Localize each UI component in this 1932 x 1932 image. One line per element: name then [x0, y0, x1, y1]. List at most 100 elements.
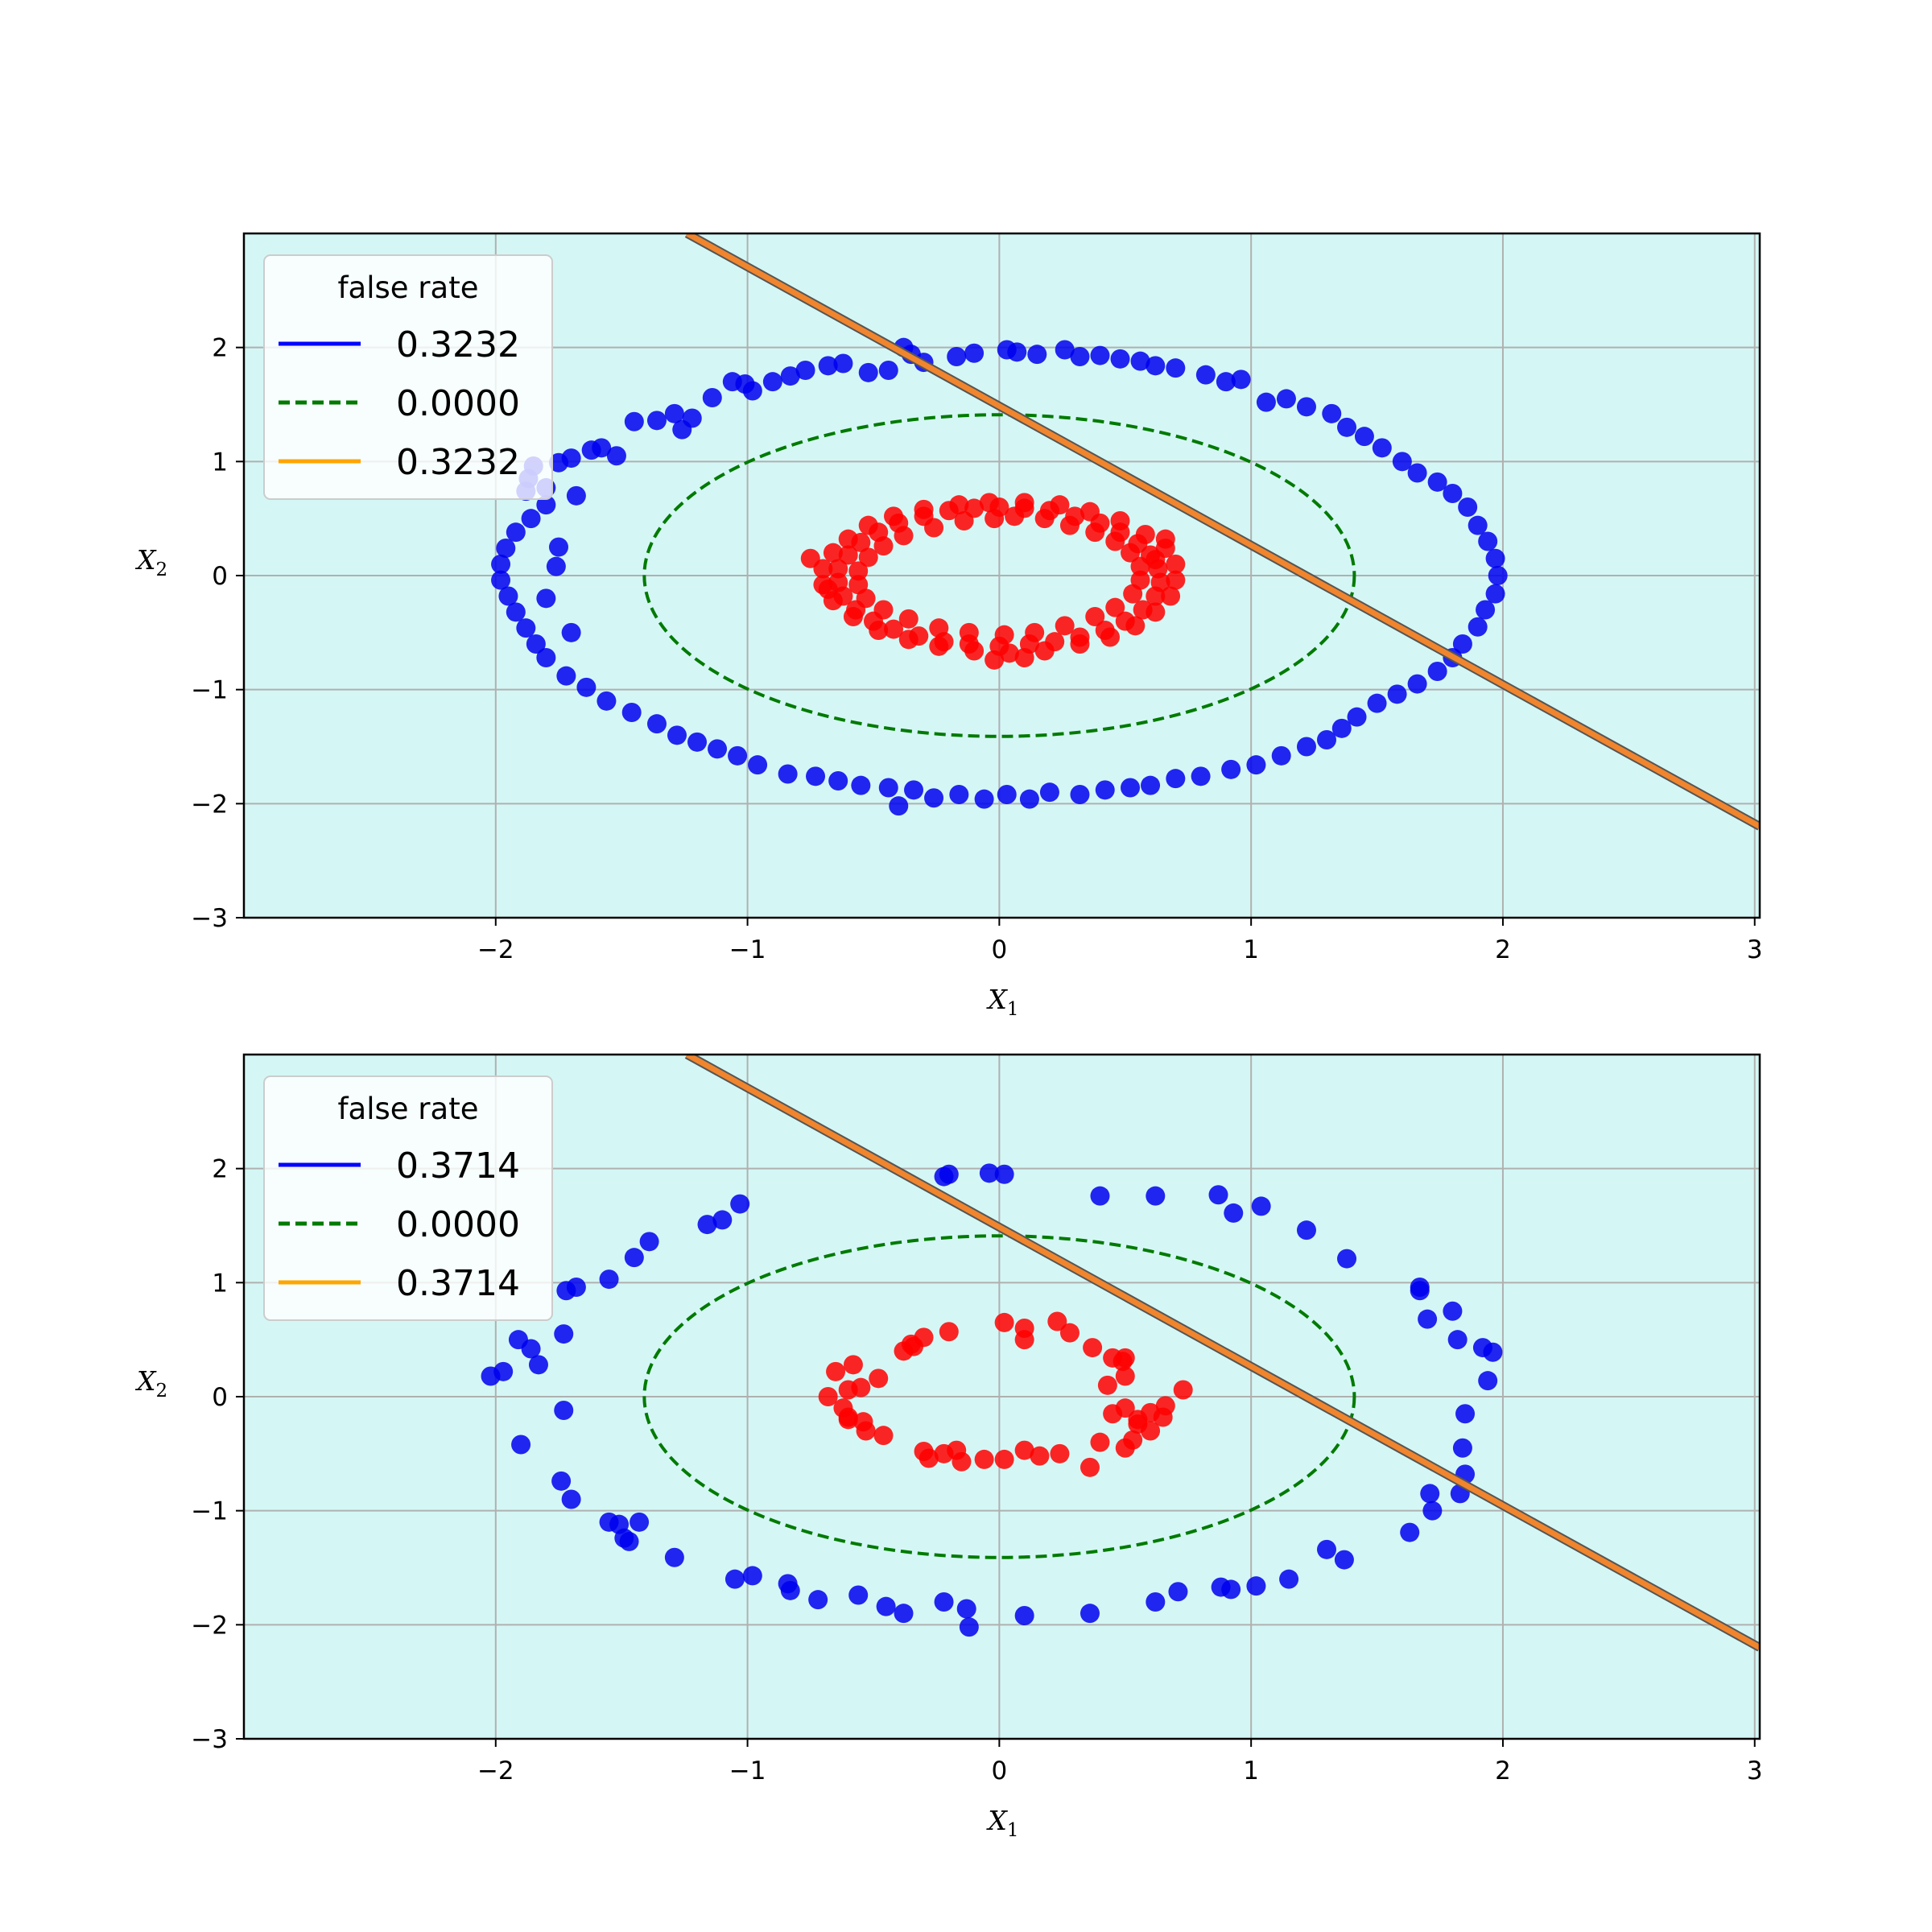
inner-class-point: [1050, 495, 1070, 515]
outer-class-point: [1443, 1301, 1463, 1321]
inner-class-point: [838, 545, 858, 565]
outer-class-point: [646, 714, 667, 734]
outer-class-point: [1400, 1522, 1420, 1542]
y-tick-label: −2: [191, 790, 228, 819]
inner-class-point: [1085, 522, 1105, 543]
legend-title: false rate: [338, 270, 479, 305]
inner-class-point: [869, 1368, 889, 1389]
x-axis-label-subscript: 1: [1007, 999, 1019, 1020]
x-tick-label: 1: [1243, 935, 1259, 964]
outer-class-point: [1110, 349, 1130, 369]
outer-class-point: [939, 1164, 959, 1184]
inner-class-point: [934, 1443, 954, 1463]
inner-class-point: [994, 1449, 1014, 1469]
inner-class-point: [1155, 529, 1175, 549]
outer-class-point: [1485, 584, 1505, 604]
outer-class-point: [1337, 417, 1357, 437]
outer-class-point: [506, 522, 526, 543]
x-tick-label: −2: [477, 1757, 514, 1785]
outer-class-point: [780, 366, 800, 386]
y-tick-label: 2: [212, 334, 228, 363]
decision-line: [685, 233, 1760, 829]
x-axis-label: X1: [985, 984, 1018, 1020]
outer-class-point: [1279, 1569, 1299, 1589]
inner-class-point: [1030, 1446, 1050, 1466]
outer-class-point: [556, 666, 576, 686]
outer-class-point: [894, 1604, 914, 1624]
inner-class-point: [1125, 616, 1146, 636]
outer-class-point: [566, 1278, 586, 1297]
outer-class-point: [1317, 730, 1336, 749]
y-tick-label: 1: [212, 448, 228, 477]
inner-class-point: [974, 1449, 994, 1469]
inner-class-point: [818, 1387, 838, 1406]
outer-class-point: [1195, 365, 1216, 385]
outer-class-point: [1407, 463, 1427, 483]
boundary-ellipse: [642, 1234, 1356, 1559]
outer-class-point: [1090, 1186, 1110, 1206]
outer-class-point: [1221, 759, 1241, 779]
outer-class-point: [1488, 566, 1508, 585]
inner-class-point: [1121, 543, 1141, 563]
outer-class-point: [742, 381, 762, 401]
outer-class-point: [599, 1512, 619, 1532]
y-tick-label: −1: [191, 676, 228, 705]
outer-class-point: [664, 1547, 684, 1567]
inner-class-point: [979, 493, 999, 513]
outer-class-point: [630, 1512, 650, 1532]
inner-class-point: [1173, 1380, 1193, 1400]
outer-class-point: [1251, 1196, 1271, 1216]
legend-entry-label: 0.3714: [396, 1263, 520, 1304]
inner-class-point: [873, 600, 894, 620]
inner-class-point: [1115, 1348, 1135, 1368]
outer-class-point: [1246, 755, 1266, 775]
outer-class-point: [997, 785, 1017, 804]
outer-class-point: [1055, 340, 1075, 360]
outer-class-point: [1208, 1185, 1228, 1205]
outer-class-point: [536, 648, 556, 667]
x-tick-label: 1: [1243, 1757, 1259, 1785]
outer-class-point: [1372, 438, 1392, 458]
outer-class-point: [1420, 1484, 1440, 1504]
outer-class-point: [1337, 1249, 1357, 1269]
outer-class-point: [1334, 1550, 1354, 1570]
inner-class-point: [873, 536, 894, 556]
y-tick-label: −2: [191, 1611, 228, 1640]
inner-class-point: [884, 619, 903, 639]
inner-class-point: [1014, 493, 1034, 513]
outer-class-point: [624, 411, 644, 431]
outer-class-point: [481, 1366, 501, 1386]
outer-class-point: [806, 766, 826, 786]
outer-class-point: [1392, 452, 1412, 472]
outer-class-point: [1146, 1186, 1166, 1206]
inner-class-point: [800, 548, 820, 568]
y-tick-label: −3: [191, 1725, 228, 1754]
outer-class-point: [1121, 778, 1141, 798]
outer-class-point: [934, 1592, 954, 1612]
inner-class-point: [843, 607, 863, 626]
x-tick-label: 3: [1747, 1757, 1763, 1785]
outer-class-point: [878, 778, 898, 798]
outer-class-point: [1422, 1501, 1443, 1521]
boundary-ellipse: [642, 413, 1356, 738]
inner-class-point: [898, 630, 919, 650]
inner-class-point: [1166, 570, 1186, 590]
y-axis-label-subscript: 2: [156, 1381, 168, 1402]
outer-class-point: [1478, 1371, 1498, 1391]
outer-class-point: [1354, 427, 1374, 447]
outer-class-point: [621, 703, 642, 722]
outer-class-point: [639, 1232, 659, 1252]
outer-class-point: [889, 796, 909, 816]
inner-class-point: [1128, 1414, 1148, 1434]
inner-class-point: [898, 609, 919, 629]
outer-class-point: [1130, 351, 1150, 371]
inner-class-point: [838, 529, 858, 549]
inner-class-point: [848, 575, 869, 595]
outer-class-point: [597, 691, 617, 711]
legend: false rate 0.3714 0.0000 0.3714: [263, 1075, 553, 1321]
outer-class-point: [1019, 789, 1039, 809]
outer-class-point: [1483, 1342, 1503, 1362]
inner-class-point: [1025, 622, 1045, 642]
outer-class-point: [762, 372, 782, 392]
inner-class-point: [853, 1412, 873, 1432]
